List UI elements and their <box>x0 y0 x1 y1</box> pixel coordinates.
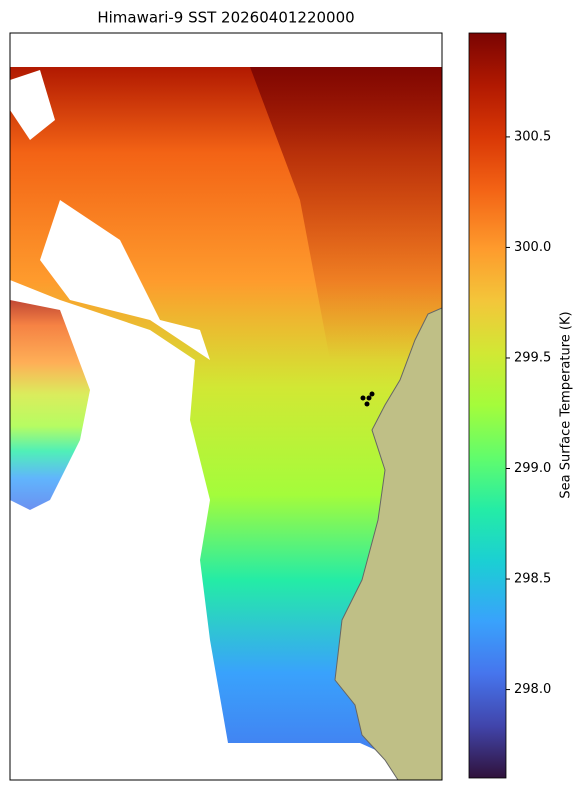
colorbar-tick-label: 300.0 <box>514 240 551 255</box>
colorbar-tick-label: 299.5 <box>514 350 551 365</box>
colorbar-tick-label: 298.5 <box>514 572 551 587</box>
colorbar <box>468 32 507 779</box>
colorbar-tick-label: 300.5 <box>514 129 551 144</box>
map-title: Himawari-9 SST 20260401220000 <box>97 9 354 27</box>
map-frame <box>9 32 443 781</box>
colorbar-tick-label: 298.0 <box>514 682 551 697</box>
sst-field <box>10 67 442 780</box>
colorbar-label: Sea Surface Temperature (K) <box>559 311 574 498</box>
colorbar-tick-label: 299.0 <box>514 461 551 476</box>
